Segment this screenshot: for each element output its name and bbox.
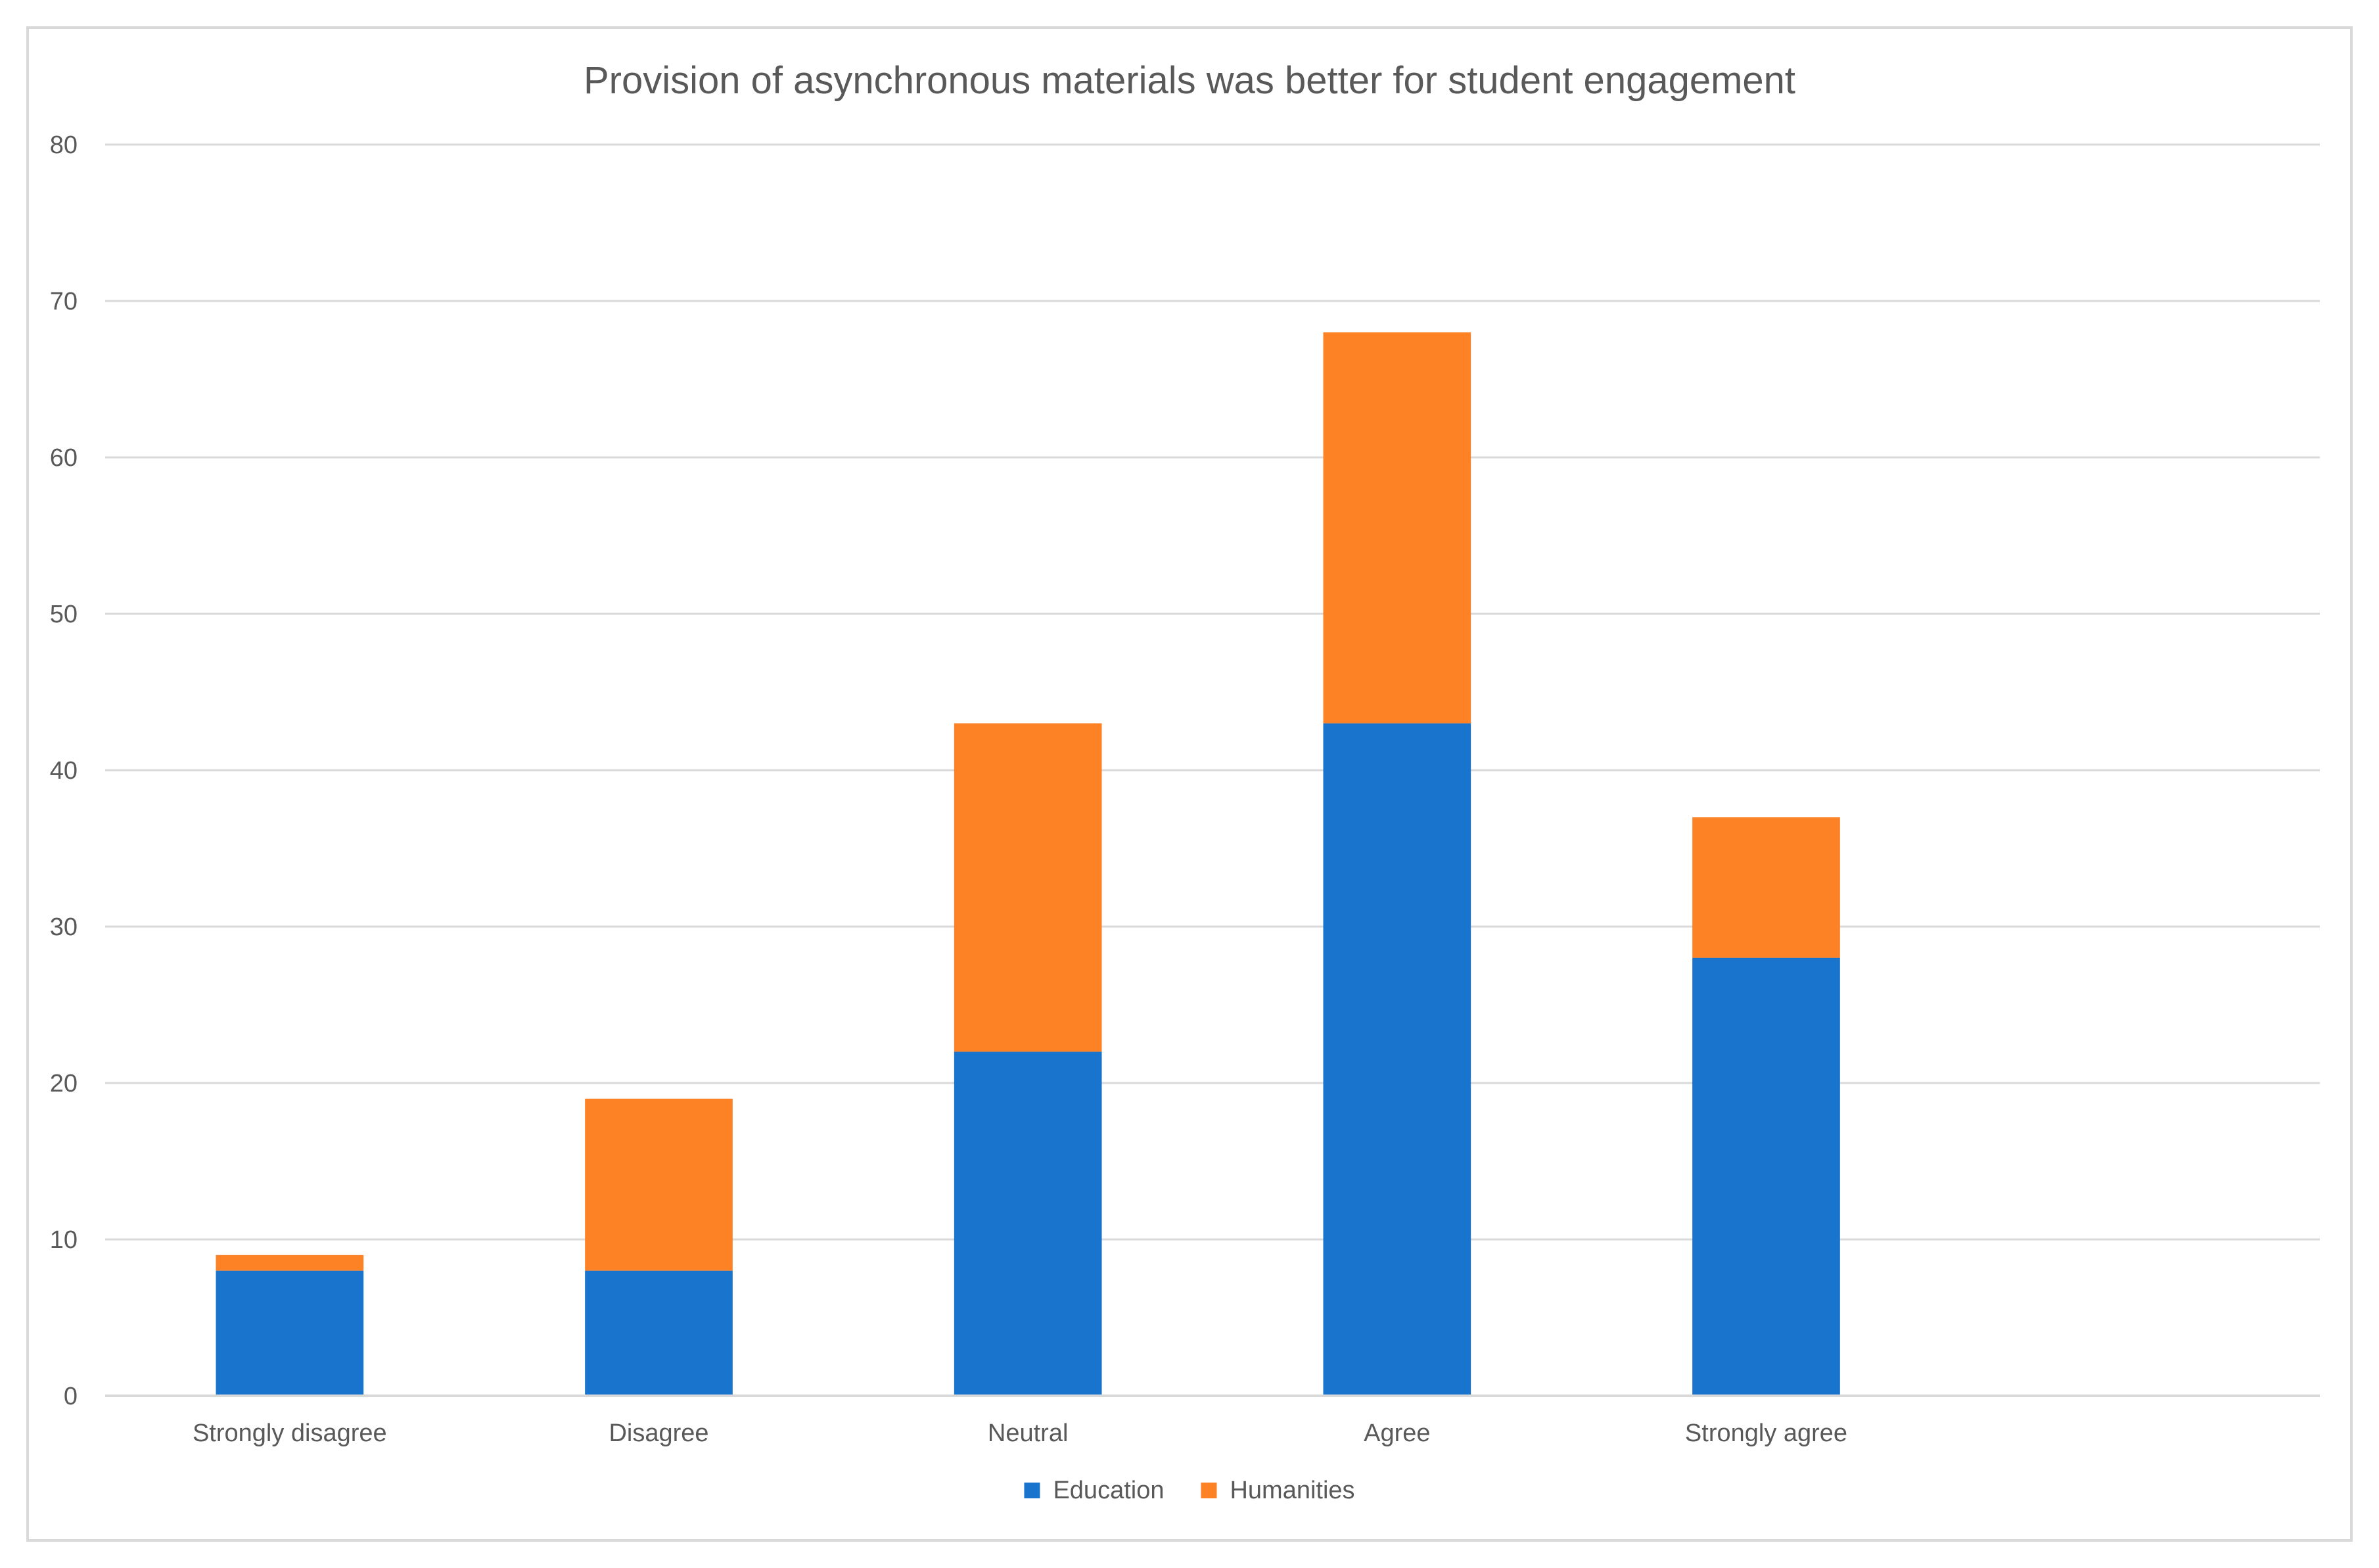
y-tick-label: 30	[50, 913, 78, 941]
y-tick-label: 0	[64, 1383, 78, 1410]
bars	[216, 332, 1840, 1396]
bar-education-neutral	[954, 1051, 1102, 1396]
y-axis-ticks: 0 10 20 30 40 50 60 70 80	[50, 131, 78, 1410]
bar-education-strongly-agree	[1692, 957, 1840, 1396]
y-tick-label: 20	[50, 1070, 78, 1097]
y-tick-label: 40	[50, 757, 78, 785]
chart-frame	[26, 26, 2353, 1542]
x-category-label: Agree	[1364, 1419, 1430, 1447]
x-category-label: Neutral	[988, 1419, 1069, 1447]
x-axis-categories: Strongly disagree Disagree Neutral Agree Str…	[193, 1419, 1847, 1447]
y-tick-label: 70	[50, 288, 78, 315]
y-tick-label: 10	[50, 1226, 78, 1254]
bar-education-agree	[1323, 723, 1471, 1396]
bar-humanities-strongly-agree	[1692, 817, 1840, 958]
gridlines	[105, 143, 2320, 1241]
legend-label-humanities: Humanities	[1230, 1477, 1354, 1504]
chart-title: Provision of asynchronous materials was …	[584, 59, 1795, 102]
legend-swatch-humanities	[1201, 1483, 1217, 1498]
bar-education-disagree	[585, 1270, 733, 1396]
x-category-label: Strongly disagree	[193, 1419, 387, 1447]
y-tick-label: 60	[50, 444, 78, 472]
bar-humanities-agree	[1323, 332, 1471, 724]
x-category-label: Disagree	[609, 1419, 708, 1447]
legend-swatch-education	[1024, 1483, 1040, 1498]
bar-education-strongly-disagree	[216, 1270, 364, 1396]
legend: Education Humanities	[1024, 1477, 1355, 1504]
bar-humanities-strongly-disagree	[216, 1255, 364, 1271]
bar-humanities-neutral	[954, 723, 1102, 1052]
y-tick-label: 50	[50, 601, 78, 628]
bar-humanities-disagree	[585, 1098, 733, 1271]
x-category-label: Strongly agree	[1685, 1419, 1847, 1447]
legend-label-education: Education	[1053, 1477, 1164, 1504]
y-tick-label: 80	[50, 131, 78, 159]
